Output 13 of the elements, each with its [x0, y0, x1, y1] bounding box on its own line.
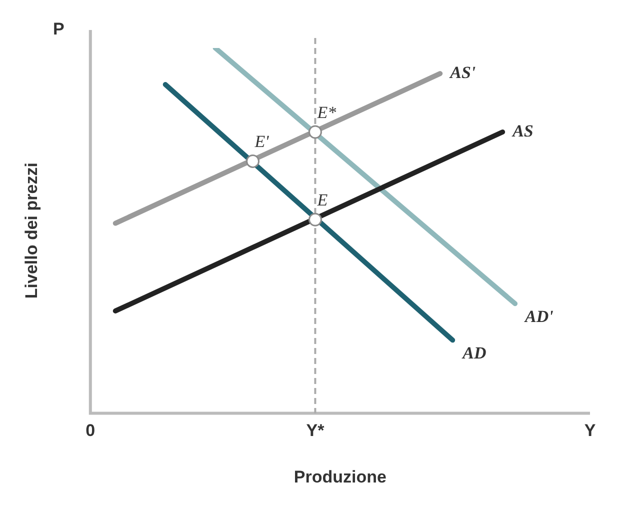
series-label: AD — [462, 344, 486, 363]
series-label: AS — [512, 121, 534, 140]
annotation: E — [316, 190, 328, 210]
x-tick-label: Y* — [306, 421, 325, 440]
series-label: AS' — [449, 62, 476, 82]
text: P — [53, 20, 64, 39]
x-tick-label: 0 — [86, 421, 96, 440]
annotation: E' — [254, 132, 270, 152]
x-axis-title: Produzione — [294, 467, 386, 486]
annotation: E* — [316, 102, 337, 122]
y-axis-title: Livello dei prezzi — [22, 162, 41, 299]
series-label: AD' — [524, 307, 554, 326]
x-tick-label: Y — [584, 421, 596, 440]
